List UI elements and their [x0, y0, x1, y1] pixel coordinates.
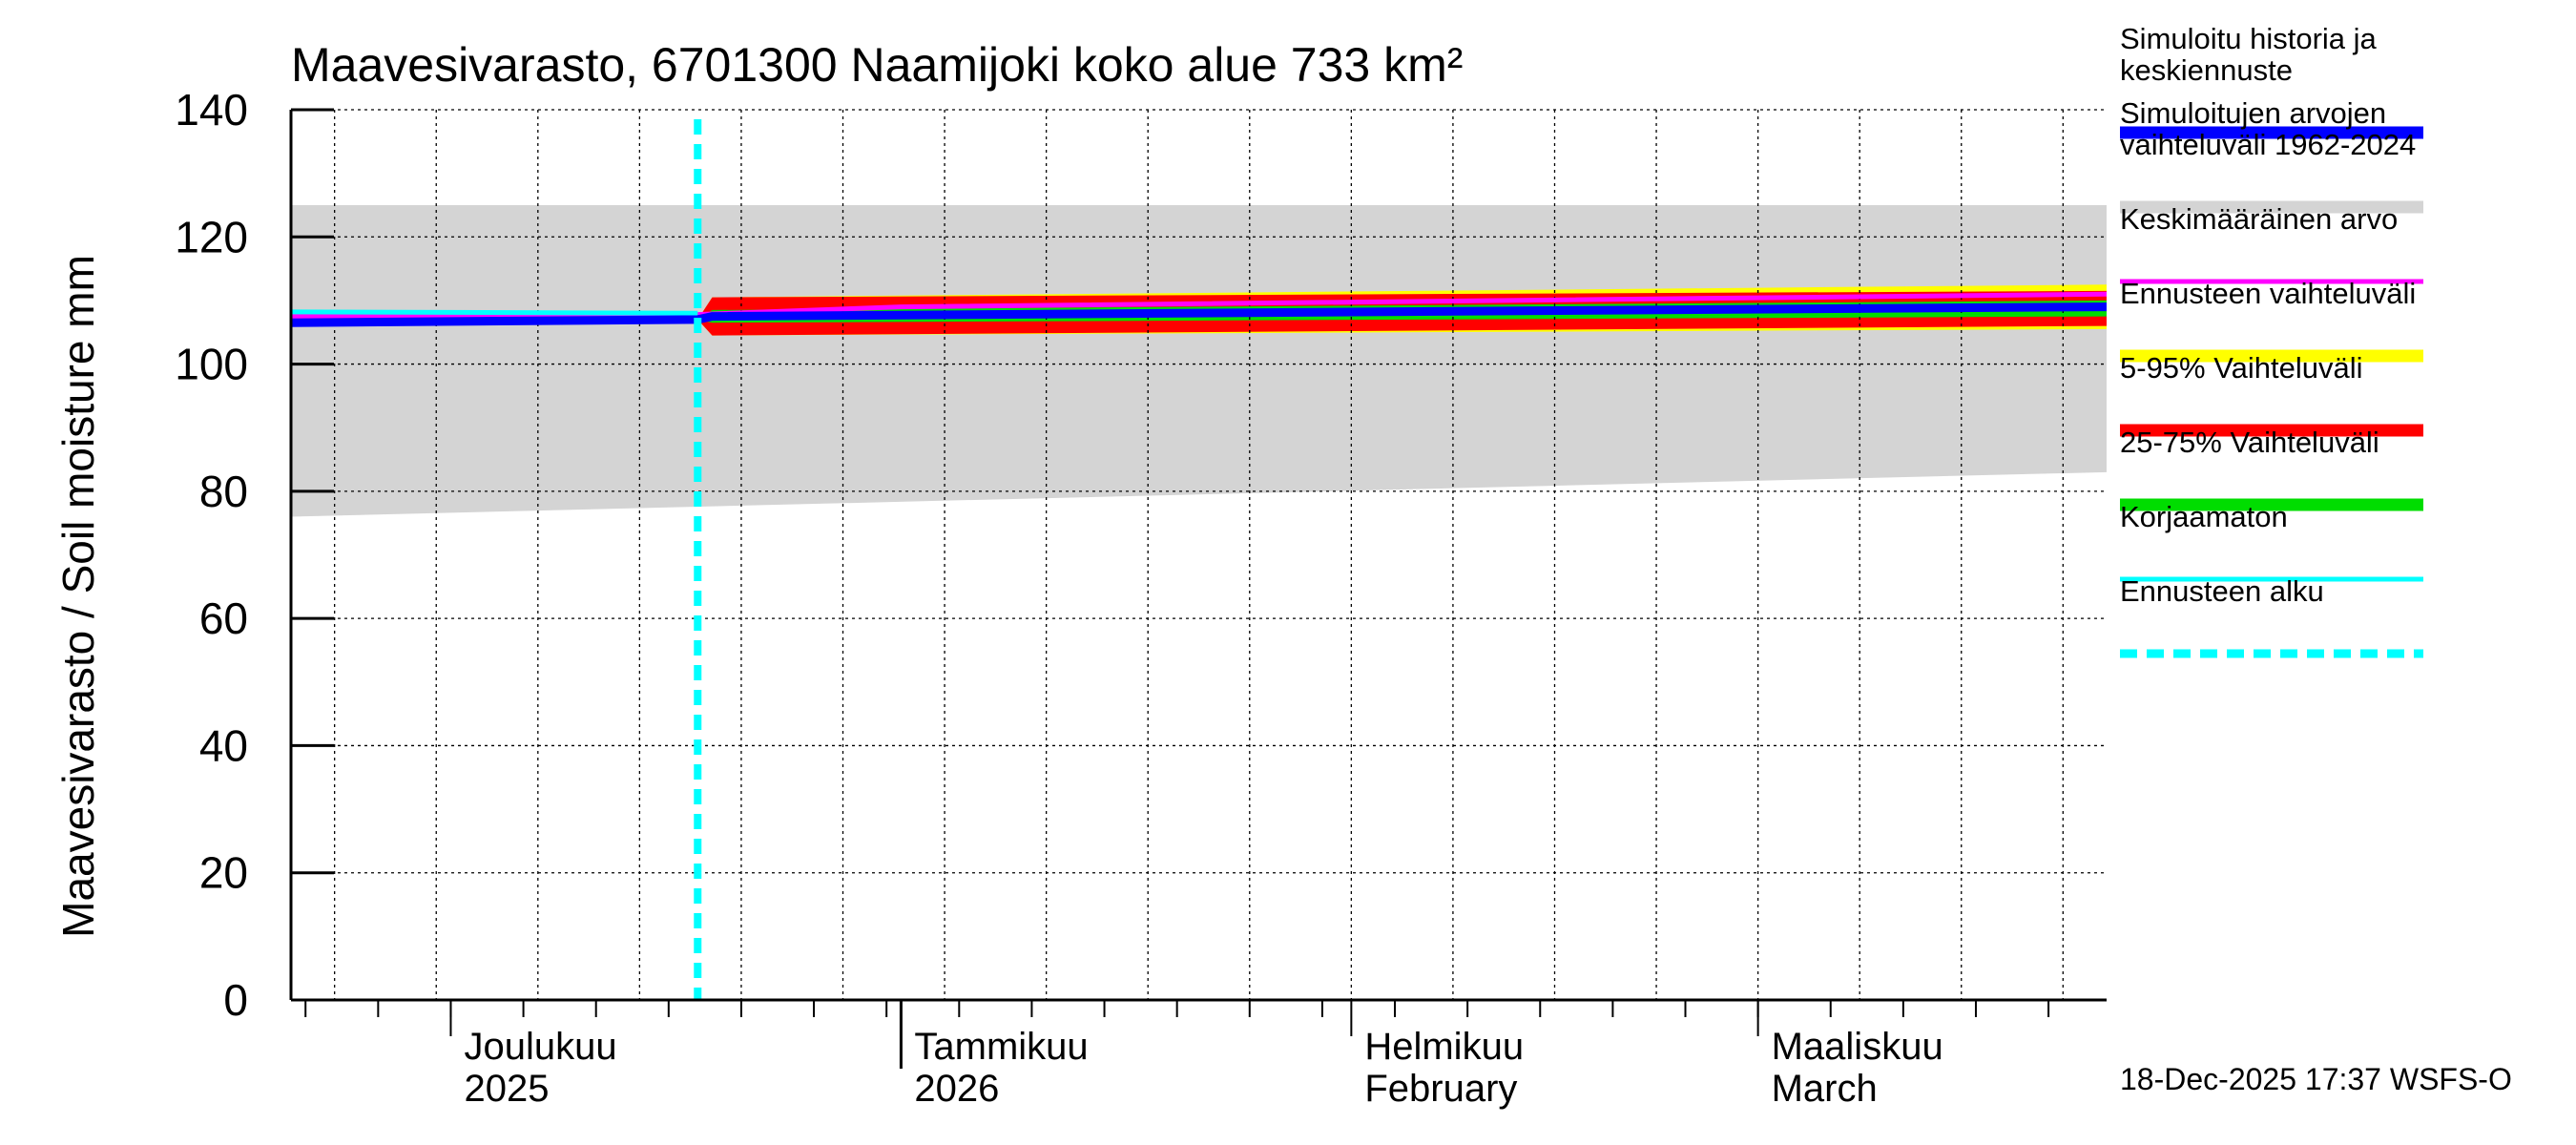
band-simuloitujen-arvojen-vaihteluv-li-1962-2024	[291, 204, 2107, 517]
y-tick-label: 80	[199, 467, 248, 516]
x-tick-label-year: 2025	[464, 1068, 549, 1110]
x-tick-label-year: 2026	[914, 1068, 999, 1110]
line-keskim-r-inen-arvo	[290, 291, 2108, 320]
chart-lines	[290, 119, 2108, 1000]
x-tick-label-year: February	[1364, 1068, 1517, 1110]
legend-label: vaihteluväli 1962-2024	[2120, 128, 2416, 161]
y-tick-label: 40	[199, 720, 248, 770]
legend-label: Korjaamaton	[2120, 500, 2288, 533]
legend-label: 25-75% Vaihteluväli	[2120, 426, 2379, 459]
x-tick-label-month: Joulukuu	[464, 1026, 616, 1068]
x-tick-label-year: March	[1772, 1068, 1878, 1110]
x-tick-label-month: Maaliskuu	[1772, 1026, 1943, 1068]
y-tick-label: 140	[175, 85, 248, 135]
legend-label: Ennusteen vaihteluväli	[2120, 277, 2416, 310]
x-tick-label-month: Helmikuu	[1364, 1026, 1524, 1068]
chart-title: Maavesivarasto, 6701300 Naamijoki koko a…	[291, 38, 1463, 92]
y-tick-label: 20	[199, 848, 248, 898]
y-tick-label: 120	[175, 212, 248, 261]
y-axis-label: Maavesivarasto / Soil moisture mm	[53, 255, 103, 938]
legend-label: Simuloitujen arvojen	[2120, 96, 2386, 130]
chart-grid	[291, 109, 2107, 1000]
x-tick-label-month: Tammikuu	[914, 1026, 1088, 1068]
chart-bands	[291, 204, 2107, 517]
legend-label: Simuloitu historia ja	[2120, 22, 2378, 55]
timestamp-footer: 18-Dec-2025 17:37 WSFS-O	[2120, 1062, 2512, 1096]
y-tick-label: 0	[223, 975, 248, 1025]
line-korjaamaton	[290, 309, 698, 316]
line-simuloitu-historia-ja-keskiennuste	[290, 302, 2108, 327]
legend-label: Keskimääräinen arvo	[2120, 202, 2398, 236]
legend-label: 5-95% Vaihteluväli	[2120, 351, 2362, 385]
legend-label: keskiennuste	[2120, 53, 2293, 87]
y-tick-label: 60	[199, 593, 248, 643]
y-tick-label: 100	[175, 340, 248, 389]
legend-label: Ennusteen alku	[2120, 574, 2324, 608]
